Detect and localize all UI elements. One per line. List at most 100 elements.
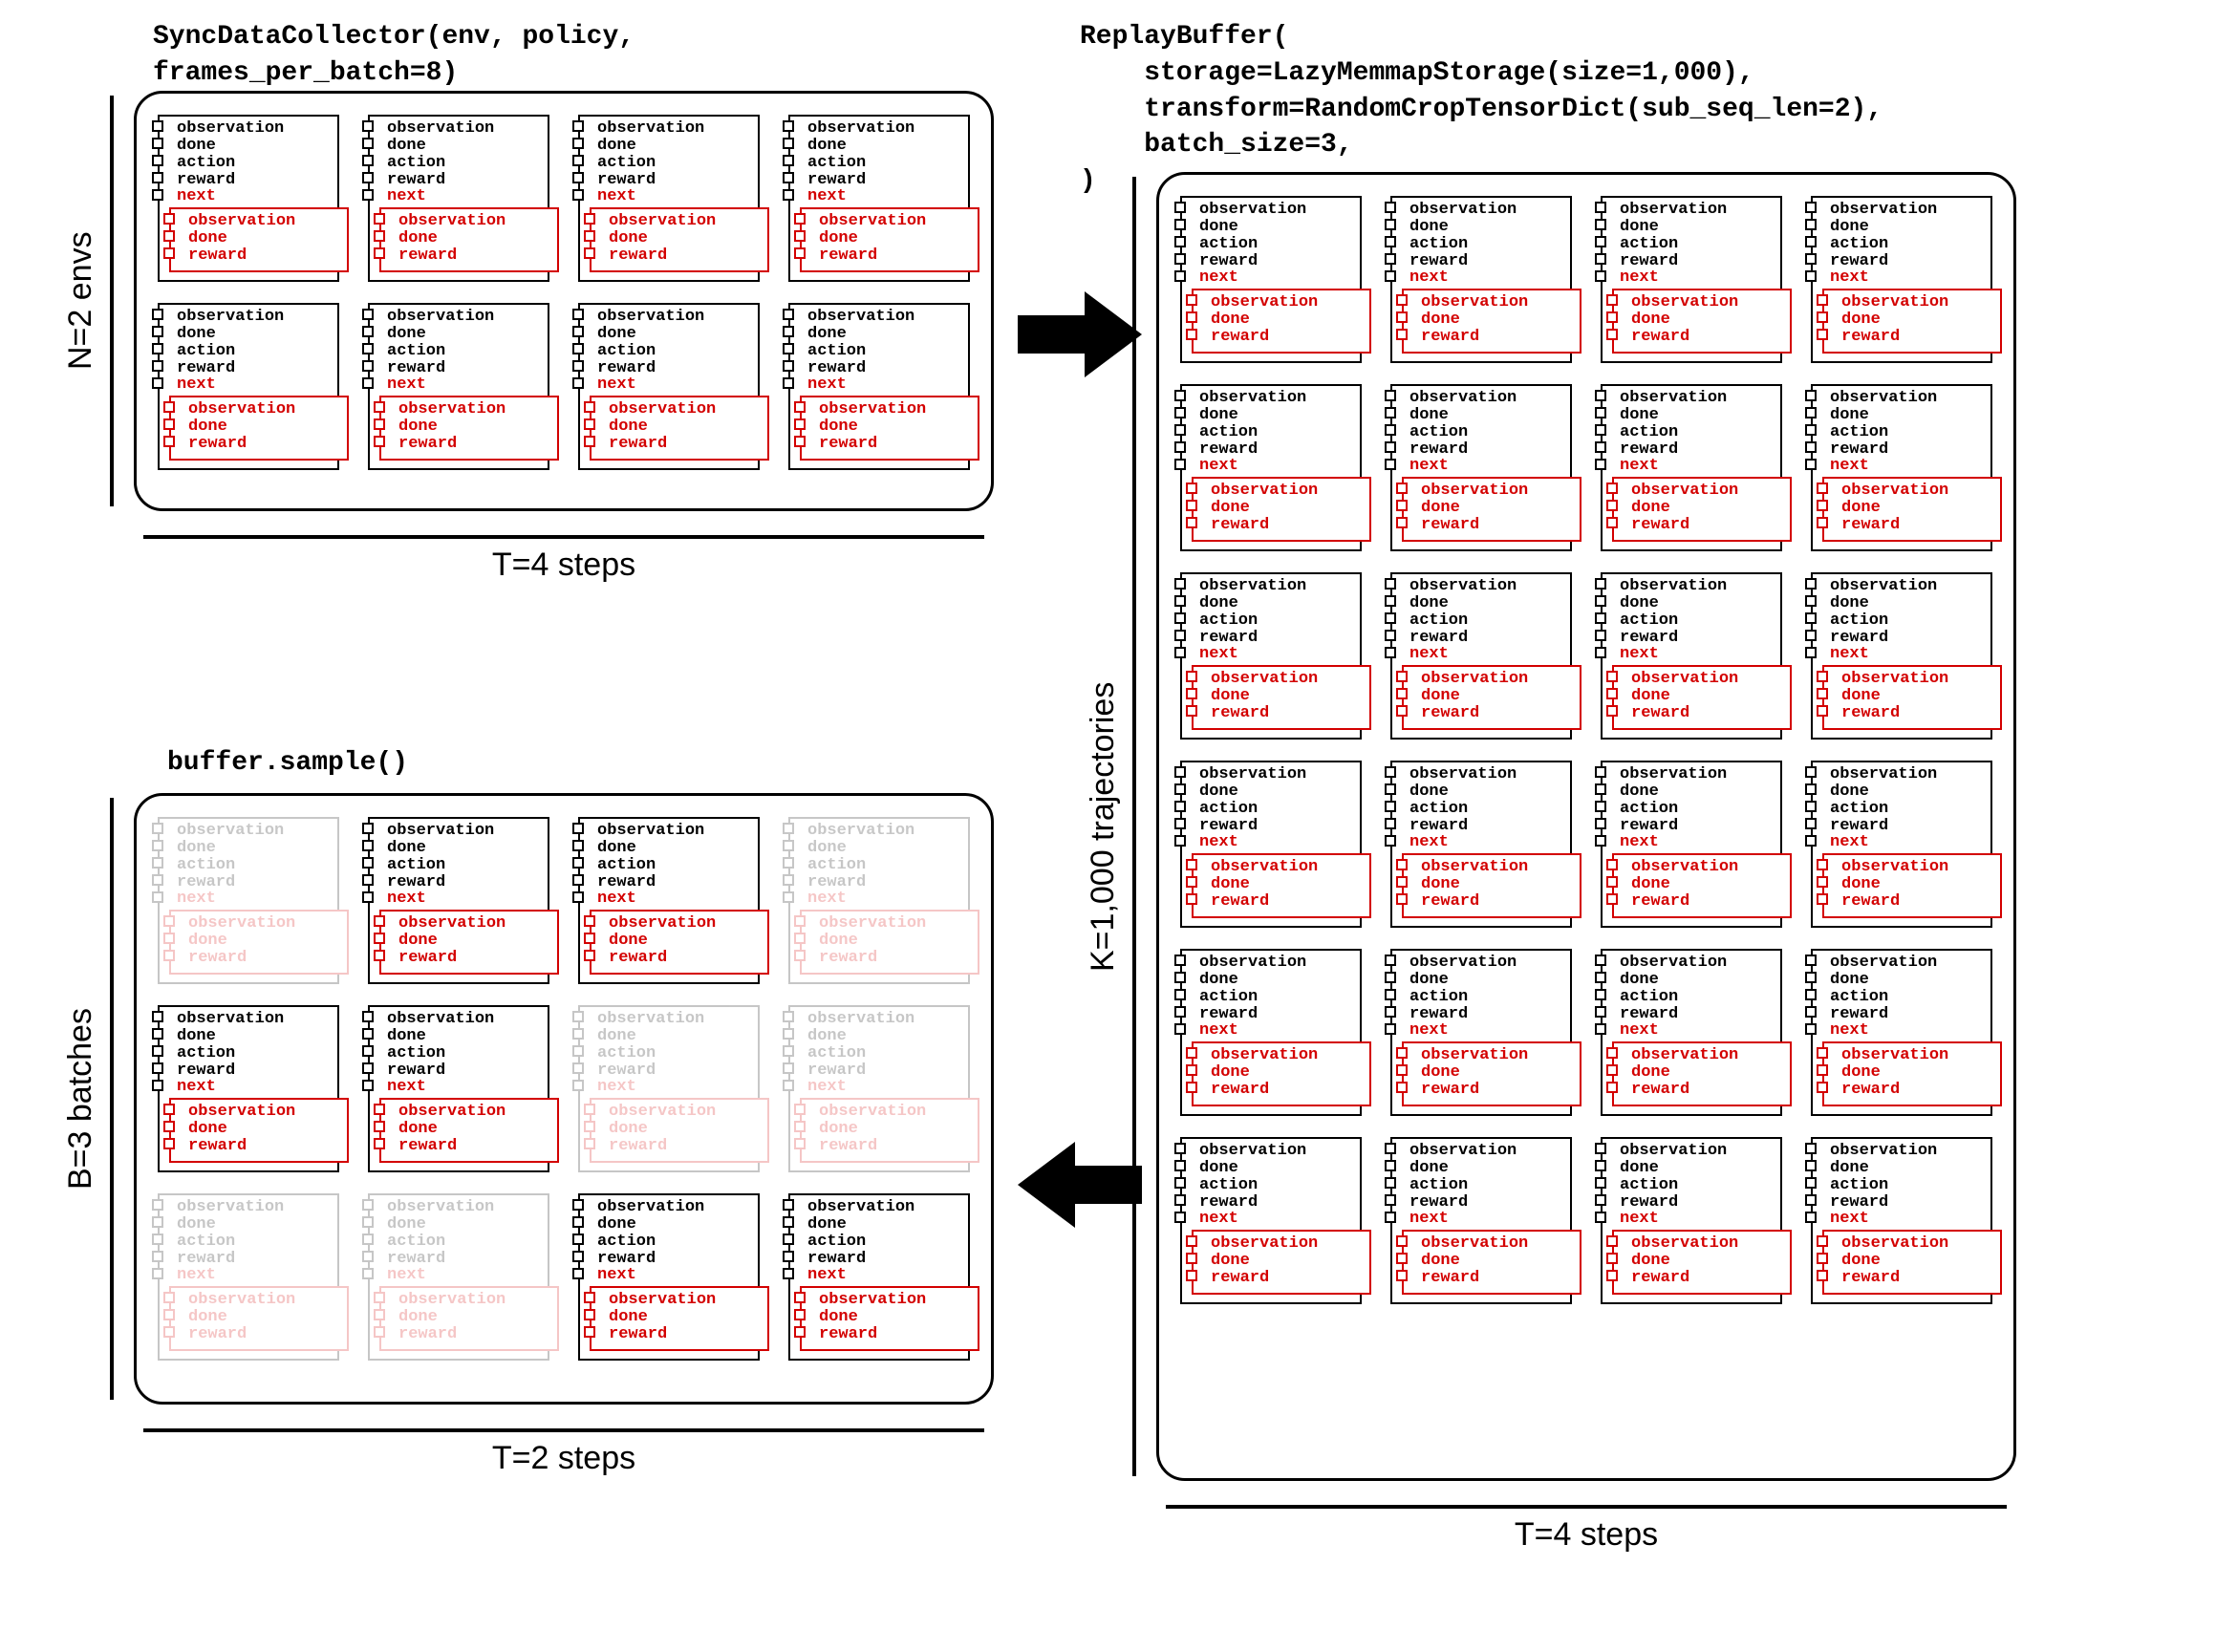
tensordict-card: observationdoneactionrewardnextobservati…	[1390, 384, 1572, 551]
card-tabs	[1805, 578, 1817, 658]
tensordict-card: observationdoneactionrewardnextobservati…	[368, 817, 549, 984]
tensordict-card: observationdoneactionrewardnextobservati…	[368, 115, 549, 282]
card-keys: observationdoneactionrewardnext	[597, 1199, 752, 1284]
nested-tensordict: observationdonereward	[800, 910, 979, 975]
nested-key-reward: reward	[1211, 329, 1364, 346]
nested-key-done: done	[609, 933, 762, 950]
key-observation: observation	[387, 823, 542, 840]
nested-key-observation: observation	[609, 1104, 762, 1121]
nested-key-reward: reward	[188, 950, 341, 967]
key-done: done	[177, 1216, 332, 1234]
key-action: action	[597, 1045, 752, 1062]
key-action: action	[1409, 1177, 1564, 1194]
key-reward: reward	[387, 1251, 542, 1268]
key-reward: reward	[387, 360, 542, 377]
card-tabs	[1174, 578, 1186, 658]
tensordict-card: observationdoneactionrewardnextobservati…	[158, 1193, 339, 1361]
tensordict-card: observationdoneactionrewardnextobservati…	[1601, 761, 1782, 928]
key-next: next	[1620, 1211, 1775, 1228]
nested-key-observation: observation	[1421, 859, 1574, 876]
key-action: action	[807, 857, 962, 874]
nested-key-done: done	[1631, 1253, 1784, 1270]
card-keys: observationdoneactionrewardnext	[1830, 578, 1985, 663]
key-reward: reward	[1830, 253, 1985, 270]
key-reward: reward	[1199, 630, 1354, 647]
key-reward: reward	[1199, 253, 1354, 270]
nested-key-done: done	[1421, 1253, 1574, 1270]
key-reward: reward	[1199, 1006, 1354, 1023]
card-tabs	[1805, 955, 1817, 1035]
nested-tabs	[374, 915, 385, 961]
key-action: action	[1409, 801, 1564, 818]
nested-tabs	[374, 1104, 385, 1149]
nested-key-observation: observation	[609, 213, 762, 230]
nested-key-observation: observation	[1841, 483, 1994, 500]
key-next: next	[1409, 834, 1564, 851]
key-action: action	[387, 1045, 542, 1062]
key-observation: observation	[807, 309, 962, 326]
key-observation: observation	[1199, 202, 1354, 219]
nested-key-done: done	[398, 418, 551, 436]
nested-key-observation: observation	[188, 213, 341, 230]
key-done: done	[1830, 407, 1985, 424]
tensordict-card: observationdoneactionrewardnextobservati…	[1180, 1137, 1362, 1304]
card-tabs	[362, 309, 374, 389]
nested-tabs	[1817, 294, 1828, 340]
nested-key-done: done	[1841, 1064, 1994, 1082]
key-reward: reward	[1199, 818, 1354, 835]
nested-key-done: done	[819, 418, 972, 436]
card-keys: observationdoneactionrewardnext	[597, 823, 752, 908]
nested-key-reward: reward	[819, 1138, 972, 1155]
key-reward: reward	[387, 172, 542, 189]
card-keys: observationdoneactionrewardnext	[597, 309, 752, 394]
card-keys: observationdoneactionrewardnext	[597, 120, 752, 205]
key-action: action	[1409, 424, 1564, 441]
key-done: done	[387, 138, 542, 155]
nested-key-reward: reward	[609, 436, 762, 453]
key-next: next	[1620, 458, 1775, 475]
nested-key-done: done	[609, 418, 762, 436]
card-tabs	[1595, 766, 1606, 847]
nested-key-done: done	[398, 1121, 551, 1138]
card-tabs	[572, 120, 584, 201]
nested-key-done: done	[1631, 688, 1784, 705]
tensordict-card: observationdoneactionrewardnextobservati…	[1601, 196, 1782, 363]
card-tabs	[1385, 1143, 1396, 1223]
nested-key-observation: observation	[1631, 859, 1784, 876]
nested-tabs	[163, 1104, 175, 1149]
nested-key-reward: reward	[1211, 517, 1364, 534]
key-reward: reward	[1409, 441, 1564, 459]
card-tabs	[152, 120, 163, 201]
key-action: action	[597, 1234, 752, 1251]
nested-key-reward: reward	[1421, 893, 1574, 911]
collector-v-axis-line	[110, 96, 114, 506]
card-tabs	[1174, 390, 1186, 470]
card-tabs	[1805, 1143, 1817, 1223]
replay-panel: observationdoneactionrewardnextobservati…	[1156, 172, 2016, 1481]
nested-tensordict: observationdonereward	[800, 1286, 979, 1351]
key-reward: reward	[1199, 441, 1354, 459]
key-reward: reward	[807, 1251, 962, 1268]
nested-tensordict: observationdonereward	[169, 1286, 349, 1351]
tensordict-card: observationdoneactionrewardnextobservati…	[1601, 384, 1782, 551]
nested-key-observation: observation	[1841, 1235, 1994, 1253]
tensordict-card: observationdoneactionrewardnextobservati…	[158, 817, 339, 984]
nested-key-reward: reward	[188, 436, 341, 453]
nested-tabs	[1606, 1235, 1618, 1281]
nested-key-done: done	[819, 1309, 972, 1326]
replay-h-axis-line	[1166, 1505, 2007, 1509]
key-next: next	[1199, 1211, 1354, 1228]
key-next: next	[1830, 269, 1985, 287]
key-next: next	[1199, 1022, 1354, 1040]
key-done: done	[1830, 1160, 1985, 1177]
key-action: action	[177, 1045, 332, 1062]
nested-tensordict: observationdonereward	[379, 1286, 559, 1351]
tensordict-card: observationdoneactionrewardnextobservati…	[1390, 949, 1572, 1116]
collector-grid: observationdoneactionrewardnext observati…	[158, 115, 970, 470]
key-done: done	[597, 1028, 752, 1045]
nested-tensordict: observationdonereward	[1612, 853, 1792, 918]
key-next: next	[1409, 269, 1564, 287]
key-done: done	[1199, 595, 1354, 612]
nested-tensordict: observationdonereward	[169, 910, 349, 975]
nested-key-done: done	[1211, 311, 1364, 329]
